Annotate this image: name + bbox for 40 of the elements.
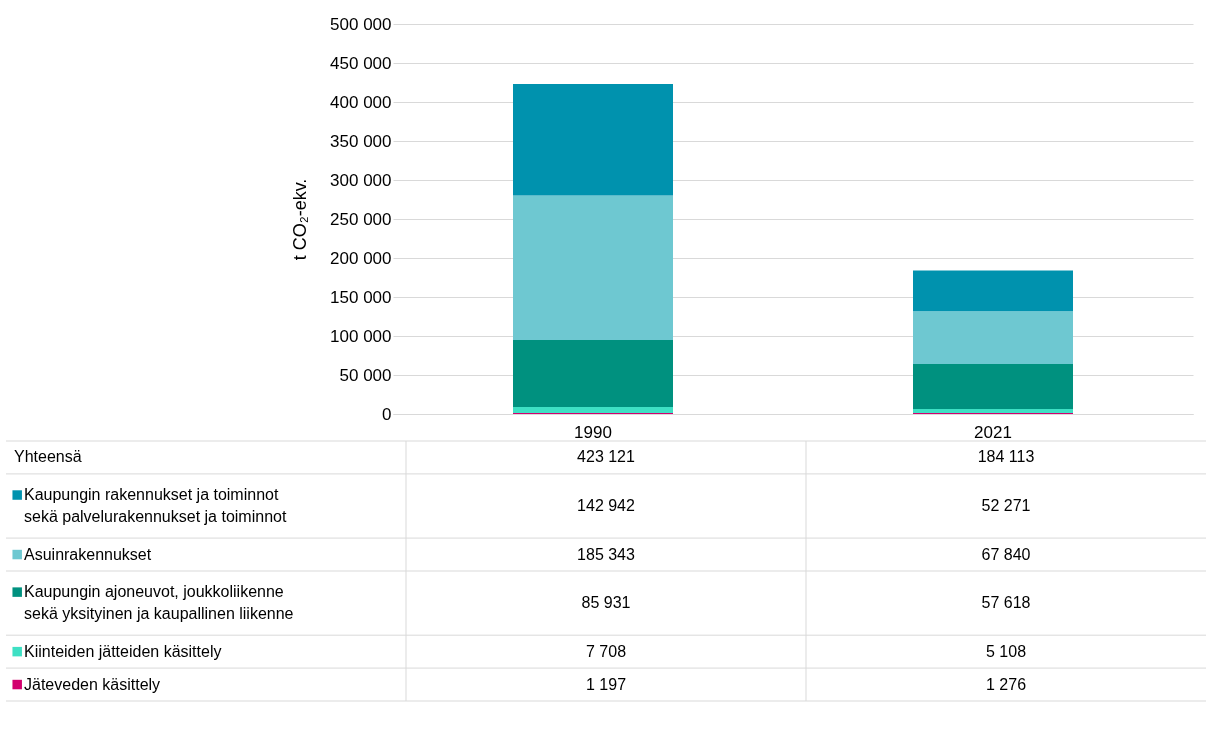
x-tick-label: 1990 xyxy=(574,422,612,442)
legend-label: Asuinrakennukset xyxy=(24,545,152,563)
bar xyxy=(913,311,1073,365)
y-tick-label: 150 000 xyxy=(330,287,392,307)
data-label: 57 618 xyxy=(981,594,1031,612)
data-label: 7 708 xyxy=(585,642,627,660)
data-label: 85 931 xyxy=(581,594,631,612)
y-tick-label: 250 000 xyxy=(330,209,392,229)
y-tick-label: 350 000 xyxy=(330,131,392,151)
bar xyxy=(513,195,673,341)
bar xyxy=(513,407,673,414)
legend-label: Kiinteiden jätteiden käsittely xyxy=(24,642,222,660)
bar xyxy=(913,364,1073,410)
data-label: 185 343 xyxy=(577,545,636,563)
y-tick-label: 0 xyxy=(382,404,392,424)
bar xyxy=(913,409,1073,413)
legend-label: Kaupungin rakennukset ja toiminnot sekä palvelurakennukset ja toiminnot xyxy=(24,486,287,526)
data-label: 67 840 xyxy=(981,545,1031,563)
total-label: 423 121 xyxy=(577,448,636,466)
y-tick-label: 100 000 xyxy=(330,326,392,346)
y-axis-title: t CO₂-ekv. xyxy=(290,178,311,261)
data-label: 1 197 xyxy=(585,675,627,693)
legend-label: Kaupungin ajoneuvot, joukkoliikenne sekä yksityinen ja kaupallinen liikenne xyxy=(24,583,294,623)
y-tick-label: 400 000 xyxy=(330,92,392,112)
y-tick-label: 200 000 xyxy=(330,248,392,268)
y-tick-label: 50 000 xyxy=(339,365,392,385)
y-tick-label: 450 000 xyxy=(330,53,392,73)
legend-label: Jäteveden käsittely xyxy=(24,675,161,693)
data-label: 1 276 xyxy=(985,675,1027,693)
y-tick-label: 500 000 xyxy=(330,14,392,34)
y-tick-label: 300 000 xyxy=(330,170,392,190)
data-label: 5 108 xyxy=(985,642,1027,660)
bar xyxy=(513,83,673,196)
data-label: 142 942 xyxy=(577,497,636,514)
bar xyxy=(513,340,673,408)
x-tick-label: 2021 xyxy=(974,422,1012,442)
data-label: 52 271 xyxy=(981,497,1031,514)
total-label: 184 113 xyxy=(977,448,1035,466)
bar xyxy=(913,270,1073,312)
text: Yhteensä xyxy=(14,448,82,466)
